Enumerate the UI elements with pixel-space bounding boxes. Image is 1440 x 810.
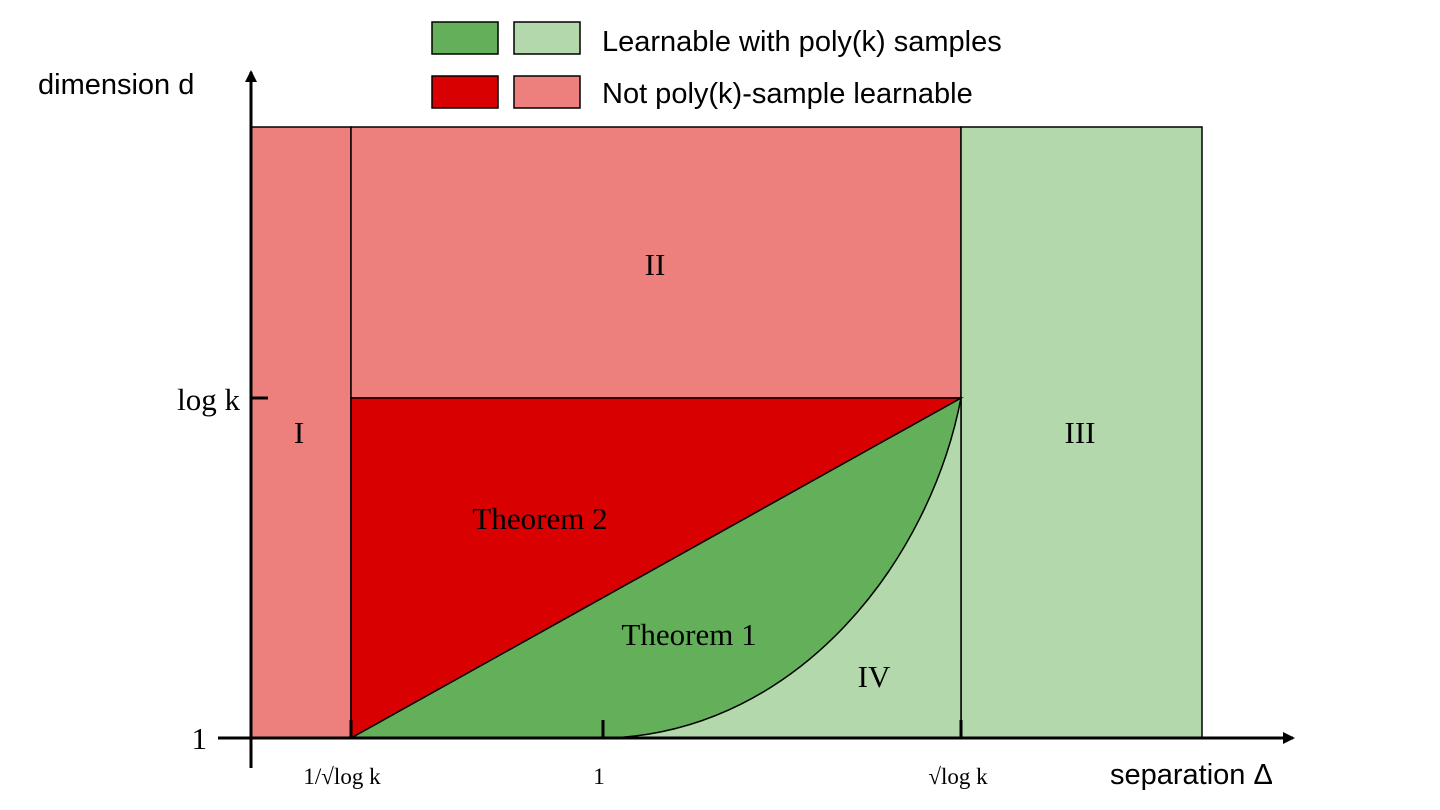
legend-label-not-learnable: Not poly(k)-sample learnable — [602, 78, 973, 110]
legend-label-learnable: Learnable with poly(k) samples — [602, 26, 1002, 58]
y-tick-label-1: 1 — [192, 721, 208, 756]
legend-swatch-not-learnable-light — [513, 75, 581, 109]
legend-swatch-learnable-light — [513, 21, 581, 55]
x-tick-label-inv-sqrt-log-k: 1/√log k — [303, 764, 381, 789]
region-iii-area — [960, 126, 1203, 739]
theorem-2-area — [350, 397, 964, 740]
x-axis-label: separation Δ — [1110, 759, 1273, 791]
theorem-2-label: Theorem 2 — [472, 501, 607, 536]
legend-swatch-learnable-dark — [431, 21, 499, 55]
regions — [250, 126, 1203, 740]
x-tick-label-sqrt-log-k: √log k — [928, 764, 988, 789]
legend-swatch-not-learnable-dark — [431, 75, 499, 109]
region-i-area — [250, 126, 352, 739]
y-axis-label: dimension d — [38, 69, 194, 101]
region-iii-label: III — [1065, 415, 1096, 450]
region-ii-area — [350, 126, 962, 399]
region-labels: I II III IV Theorem 2 Theorem 1 — [294, 247, 1096, 694]
x-tick-label-1: 1 — [593, 764, 605, 789]
region-ii-label: II — [645, 247, 666, 282]
legend: Learnable with poly(k) samples Not poly(… — [431, 21, 1002, 110]
y-tick-label-log-k: log k — [177, 382, 240, 417]
region-i-label: I — [294, 415, 304, 450]
region-iv-label: IV — [858, 659, 891, 694]
theorem-1-label: Theorem 1 — [621, 617, 756, 652]
axes: dimension d separation Δ log k 1 1/√log … — [38, 69, 1295, 791]
